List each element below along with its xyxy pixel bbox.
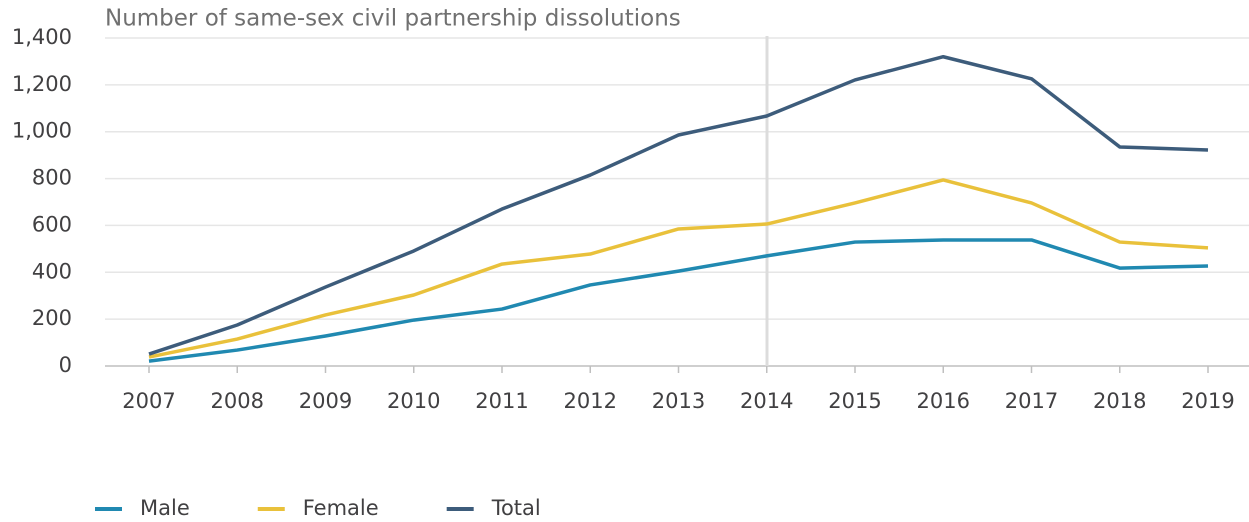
series-line (148, 178, 1209, 359)
x-tick-label: 2010 (387, 389, 440, 413)
y-tick-label: 600 (32, 212, 72, 236)
legend-label: Male (140, 496, 190, 520)
legend-label: Total (491, 496, 541, 520)
x-tick-label: 2014 (740, 389, 793, 413)
x-tick-label: 2017 (1005, 389, 1058, 413)
x-tick-label: 2018 (1093, 389, 1146, 413)
series-line (148, 54, 1209, 356)
x-tick-label: 2007 (122, 389, 175, 413)
x-tick-label: 2019 (1181, 389, 1234, 413)
y-tick-label: 800 (32, 166, 72, 190)
chart-title: Number of same-sex civil partnership dis… (105, 6, 681, 32)
x-tick-label: 2008 (211, 389, 264, 413)
legend-label: Female (303, 496, 379, 520)
x-tick-label: 2011 (475, 389, 528, 413)
x-tick-label: 2015 (828, 389, 881, 413)
y-tick-label: 1,400 (12, 25, 72, 49)
x-tick-label: 2016 (917, 389, 970, 413)
y-tick-label: 0 (59, 353, 72, 377)
x-tick-label: 2012 (564, 389, 617, 413)
y-tick-label: 1,000 (12, 119, 72, 143)
y-tick-label: 400 (32, 259, 72, 283)
y-tick-label: 200 (32, 306, 72, 330)
series-line (148, 238, 1209, 363)
x-tick-label: 2013 (652, 389, 705, 413)
x-tick-label: 2009 (299, 389, 352, 413)
y-tick-label: 1,200 (12, 72, 72, 96)
